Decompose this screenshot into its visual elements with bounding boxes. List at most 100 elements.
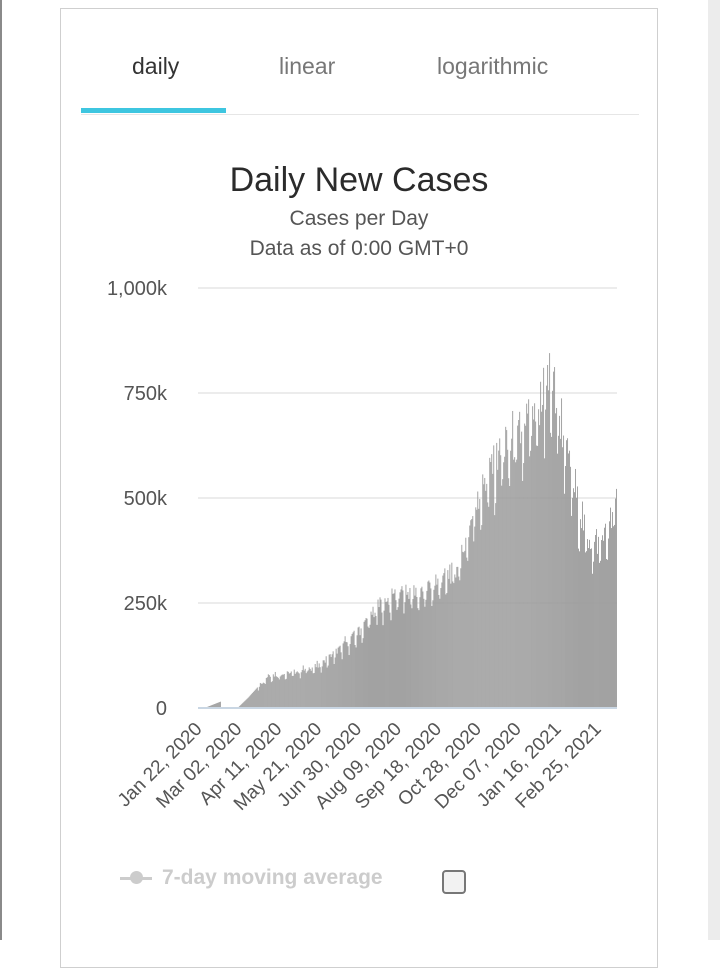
bar bbox=[602, 535, 603, 708]
bar bbox=[436, 585, 437, 708]
bar bbox=[442, 576, 443, 708]
bar bbox=[400, 592, 401, 708]
bar bbox=[464, 551, 465, 708]
bar bbox=[559, 416, 560, 708]
bar bbox=[418, 610, 419, 708]
bar bbox=[601, 540, 602, 708]
bar bbox=[489, 458, 490, 708]
bar bbox=[459, 580, 460, 708]
bar bbox=[552, 391, 553, 708]
bar bbox=[569, 451, 570, 708]
bar bbox=[525, 426, 526, 708]
bar bbox=[575, 469, 576, 708]
bar bbox=[616, 489, 617, 708]
bar bbox=[451, 563, 452, 708]
bar bbox=[535, 422, 536, 708]
bar bbox=[398, 607, 399, 708]
bar bbox=[367, 619, 368, 708]
bar bbox=[597, 554, 598, 708]
bar bbox=[473, 541, 474, 708]
bar bbox=[373, 607, 374, 708]
bar bbox=[295, 674, 296, 708]
y-tick-label: 250k bbox=[124, 593, 168, 615]
bar bbox=[399, 599, 400, 708]
bar bbox=[494, 515, 495, 708]
bar bbox=[389, 605, 390, 708]
bar bbox=[409, 599, 410, 708]
bar bbox=[523, 463, 524, 708]
bar bbox=[553, 372, 554, 708]
legend-moving-average[interactable]: 7-day moving average bbox=[120, 863, 383, 893]
bar bbox=[499, 438, 500, 708]
bar bbox=[500, 455, 501, 708]
bar bbox=[386, 602, 387, 708]
bar bbox=[482, 474, 483, 708]
bar bbox=[528, 399, 529, 708]
bar bbox=[424, 607, 425, 708]
bar bbox=[305, 669, 306, 708]
bar bbox=[327, 668, 328, 708]
bar bbox=[297, 671, 298, 708]
bar bbox=[571, 516, 572, 708]
bar bbox=[475, 507, 476, 708]
bar bbox=[330, 654, 331, 708]
bar bbox=[315, 664, 316, 708]
bar bbox=[567, 438, 568, 708]
bar bbox=[488, 507, 489, 708]
bar bbox=[417, 608, 418, 708]
bar bbox=[544, 458, 545, 708]
bar bbox=[517, 426, 518, 708]
bar bbox=[529, 456, 530, 708]
bar bbox=[338, 648, 339, 708]
bar bbox=[337, 654, 338, 708]
bar bbox=[419, 597, 420, 708]
bar bbox=[457, 567, 458, 708]
bar bbox=[384, 611, 385, 708]
bar bbox=[495, 503, 496, 708]
bar bbox=[591, 548, 592, 708]
bar bbox=[613, 526, 614, 708]
bar bbox=[320, 667, 321, 708]
moving-average-checkbox[interactable] bbox=[442, 870, 466, 894]
bar bbox=[574, 492, 575, 708]
bar bbox=[580, 519, 581, 708]
bar bbox=[271, 682, 272, 708]
bar bbox=[369, 628, 370, 708]
bar bbox=[454, 574, 455, 708]
bar bbox=[456, 567, 457, 708]
bar bbox=[317, 661, 318, 708]
bar bbox=[570, 467, 571, 708]
bar bbox=[343, 643, 344, 708]
bar bbox=[545, 410, 546, 708]
bar bbox=[557, 454, 558, 708]
bar bbox=[262, 684, 263, 708]
bar bbox=[334, 664, 335, 708]
bar bbox=[542, 405, 543, 708]
bar bbox=[311, 671, 312, 708]
bar bbox=[253, 692, 254, 708]
bar bbox=[255, 690, 256, 708]
bar bbox=[455, 578, 456, 708]
bar bbox=[349, 655, 350, 708]
bar bbox=[483, 484, 484, 708]
bar bbox=[250, 695, 251, 708]
bar bbox=[361, 628, 362, 708]
bar bbox=[277, 677, 278, 708]
bar bbox=[444, 568, 445, 708]
bar bbox=[470, 520, 471, 708]
bar bbox=[555, 413, 556, 708]
bar bbox=[450, 584, 451, 708]
bar bbox=[368, 627, 369, 708]
bar bbox=[423, 599, 424, 708]
bar bbox=[288, 672, 289, 708]
bar bbox=[576, 498, 577, 708]
bar bbox=[322, 666, 323, 708]
bar bbox=[485, 491, 486, 708]
bar bbox=[375, 613, 376, 708]
bar bbox=[353, 632, 354, 708]
bar bbox=[476, 510, 477, 708]
bar bbox=[285, 679, 286, 708]
bar bbox=[437, 579, 438, 708]
bar bbox=[448, 579, 449, 708]
